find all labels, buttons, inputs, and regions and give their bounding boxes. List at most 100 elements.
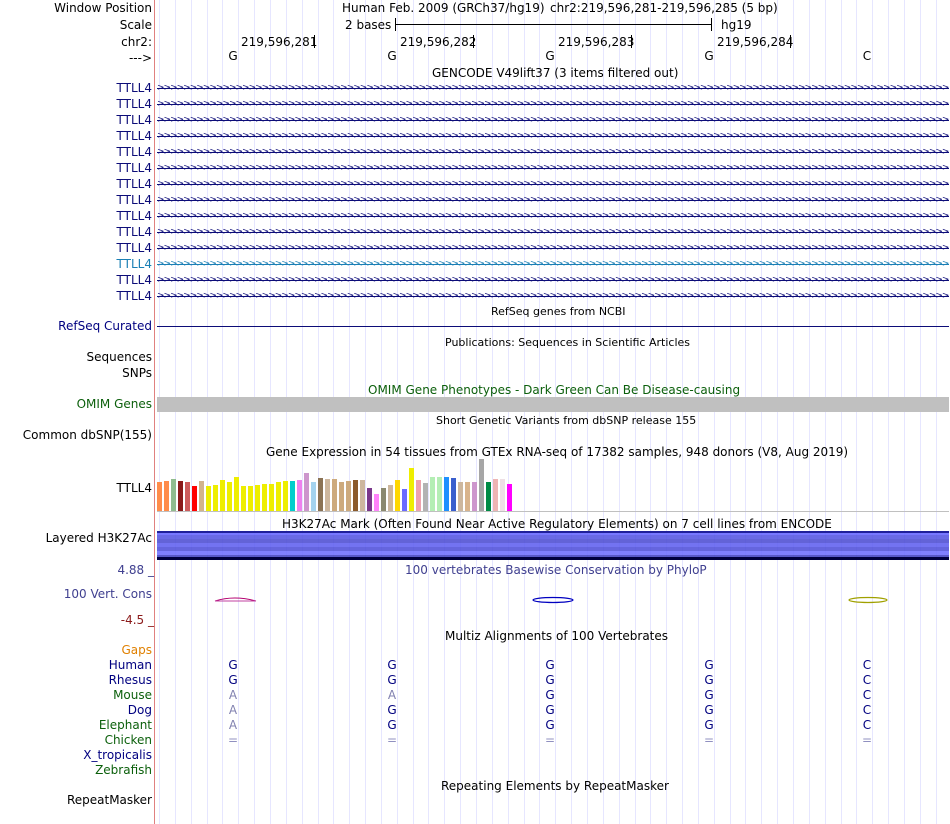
gencode-transcript-label[interactable]: TTLL4 [116, 129, 152, 143]
gtex-tissue-bar[interactable] [430, 477, 435, 511]
gtex-tissue-bar[interactable] [367, 488, 372, 511]
multiz-species-label[interactable]: Rhesus [108, 673, 152, 687]
gtex-tissue-bar[interactable] [402, 489, 407, 511]
gtex-tissue-bar[interactable] [325, 479, 330, 511]
publications-track-title[interactable]: Publications: Sequences in Scientific Ar… [445, 336, 690, 349]
gtex-tissue-bar[interactable] [164, 481, 169, 511]
gencode-transcript-label[interactable]: TTLL4 [116, 257, 152, 271]
gencode-transcript-line[interactable] [157, 120, 949, 121]
gtex-tissue-bar[interactable] [241, 486, 246, 511]
gtex-tissue-bar[interactable] [248, 486, 253, 511]
gencode-transcript-line[interactable] [157, 136, 949, 137]
gtex-tissue-bar[interactable] [227, 482, 232, 511]
gtex-tissue-bar[interactable] [472, 482, 477, 511]
gtex-tissue-bar[interactable] [381, 488, 386, 511]
gtex-tissue-bar[interactable] [185, 482, 190, 511]
gtex-tissue-bar[interactable] [304, 473, 309, 511]
gencode-transcript-line[interactable] [157, 248, 949, 249]
gtex-tissue-bar[interactable] [276, 482, 281, 511]
gtex-tissue-bar[interactable] [409, 468, 414, 511]
gtex-tissue-bar[interactable] [220, 480, 225, 511]
gtex-tissue-bar[interactable] [479, 459, 484, 511]
gencode-transcript-label[interactable]: TTLL4 [116, 81, 152, 95]
gencode-transcript-label[interactable]: TTLL4 [116, 161, 152, 175]
multiz-species-label[interactable]: Dog [127, 703, 152, 717]
gencode-transcript-label[interactable]: TTLL4 [116, 289, 152, 303]
gtex-tissue-bar[interactable] [178, 481, 183, 511]
multiz-species-label[interactable]: X_tropicalis [83, 748, 152, 762]
repeatmasker-track-title[interactable]: Repeating Elements by RepeatMasker [441, 779, 669, 793]
gencode-transcript-label[interactable]: TTLL4 [116, 193, 152, 207]
gtex-tissue-bar[interactable] [395, 480, 400, 511]
gtex-tissue-bar[interactable] [234, 477, 239, 511]
gencode-track-title[interactable]: GENCODE V49lift37 (3 items filtered out) [432, 66, 679, 80]
gencode-transcript-line[interactable] [157, 280, 949, 281]
gtex-tissue-bar[interactable] [465, 482, 470, 511]
multiz-gaps-label[interactable]: Gaps [121, 643, 152, 657]
gtex-tissue-bar[interactable] [262, 484, 267, 511]
gtex-tissue-bar[interactable] [213, 485, 218, 511]
gencode-transcript-line[interactable] [157, 152, 949, 153]
dbsnp-track-title[interactable]: Short Genetic Variants from dbSNP releas… [436, 414, 697, 427]
gencode-transcript-line[interactable] [157, 296, 949, 297]
h3k27ac-label[interactable]: Layered H3K27Ac [45, 531, 152, 545]
omim-gene-bar[interactable] [157, 397, 949, 412]
gtex-tissue-bar[interactable] [255, 485, 260, 511]
gencode-transcript-line[interactable] [157, 104, 949, 105]
refseq-label[interactable]: RefSeq Curated [58, 319, 152, 333]
gtex-tissue-bar[interactable] [318, 478, 323, 511]
gtex-tissue-bar[interactable] [346, 481, 351, 511]
gtex-tissue-bar[interactable] [297, 480, 302, 511]
gencode-transcript-label[interactable]: TTLL4 [116, 273, 152, 287]
gtex-tissue-bar[interactable] [269, 484, 274, 511]
h3k27ac-track-title[interactable]: H3K27Ac Mark (Often Found Near Active Re… [282, 517, 832, 531]
omim-label[interactable]: OMIM Genes [76, 397, 152, 411]
gtex-tissue-bar[interactable] [157, 482, 162, 511]
gtex-tissue-bar[interactable] [339, 482, 344, 511]
gencode-transcript-line[interactable] [157, 264, 949, 265]
gencode-transcript-label[interactable]: TTLL4 [116, 225, 152, 239]
gtex-tissue-bar[interactable] [437, 477, 442, 511]
phylop-track-title[interactable]: 100 vertebrates Basewise Conservation by… [405, 563, 707, 577]
gtex-tissue-bar[interactable] [416, 480, 421, 511]
gtex-tissue-bar[interactable] [388, 485, 393, 511]
gtex-tissue-bar[interactable] [451, 478, 456, 511]
gtex-tissue-bar[interactable] [493, 479, 498, 511]
gencode-transcript-line[interactable] [157, 200, 949, 201]
gencode-transcript-label[interactable]: TTLL4 [116, 209, 152, 223]
phylop-label[interactable]: 100 Vert. Cons [63, 587, 152, 601]
multiz-species-label[interactable]: Human [108, 658, 152, 672]
gencode-transcript-label[interactable]: TTLL4 [116, 145, 152, 159]
gtex-tissue-bar[interactable] [283, 481, 288, 511]
gencode-transcript-label[interactable]: TTLL4 [116, 177, 152, 191]
gtex-tissue-bar[interactable] [374, 494, 379, 511]
gencode-transcript-line[interactable] [157, 168, 949, 169]
gtex-tissue-bar[interactable] [458, 482, 463, 511]
gencode-transcript-label[interactable]: TTLL4 [116, 97, 152, 111]
gencode-transcript-line[interactable] [157, 232, 949, 233]
publications-snps-label[interactable]: SNPs [122, 366, 152, 380]
refseq-gene-line[interactable] [157, 326, 949, 327]
gtex-tissue-bar[interactable] [360, 480, 365, 511]
publications-sequences-label[interactable]: Sequences [86, 350, 152, 364]
gtex-tissue-bar[interactable] [486, 482, 491, 511]
multiz-track-title[interactable]: Multiz Alignments of 100 Vertebrates [445, 629, 669, 643]
gtex-tissue-bar[interactable] [192, 486, 197, 511]
gtex-tissue-bar[interactable] [206, 486, 211, 511]
multiz-species-label[interactable]: Elephant [98, 718, 152, 732]
gencode-transcript-label[interactable]: TTLL4 [116, 241, 152, 255]
multiz-species-label[interactable]: Zebrafish [95, 763, 152, 777]
multiz-species-label[interactable]: Chicken [104, 733, 152, 747]
gtex-tissue-bar[interactable] [199, 481, 204, 511]
multiz-species-label[interactable]: Mouse [113, 688, 152, 702]
gtex-tissue-bar[interactable] [332, 479, 337, 511]
refseq-track-title[interactable]: RefSeq genes from NCBI [491, 305, 626, 318]
gencode-transcript-line[interactable] [157, 184, 949, 185]
gtex-tissue-bar[interactable] [353, 480, 358, 511]
gtex-label[interactable]: TTLL4 [116, 481, 152, 495]
gtex-tissue-bar[interactable] [444, 477, 449, 511]
gtex-tissue-bar[interactable] [290, 481, 295, 511]
gtex-track-title[interactable]: Gene Expression in 54 tissues from GTEx … [266, 445, 849, 459]
gencode-transcript-line[interactable] [157, 88, 949, 89]
gtex-tissue-bar[interactable] [423, 483, 428, 511]
